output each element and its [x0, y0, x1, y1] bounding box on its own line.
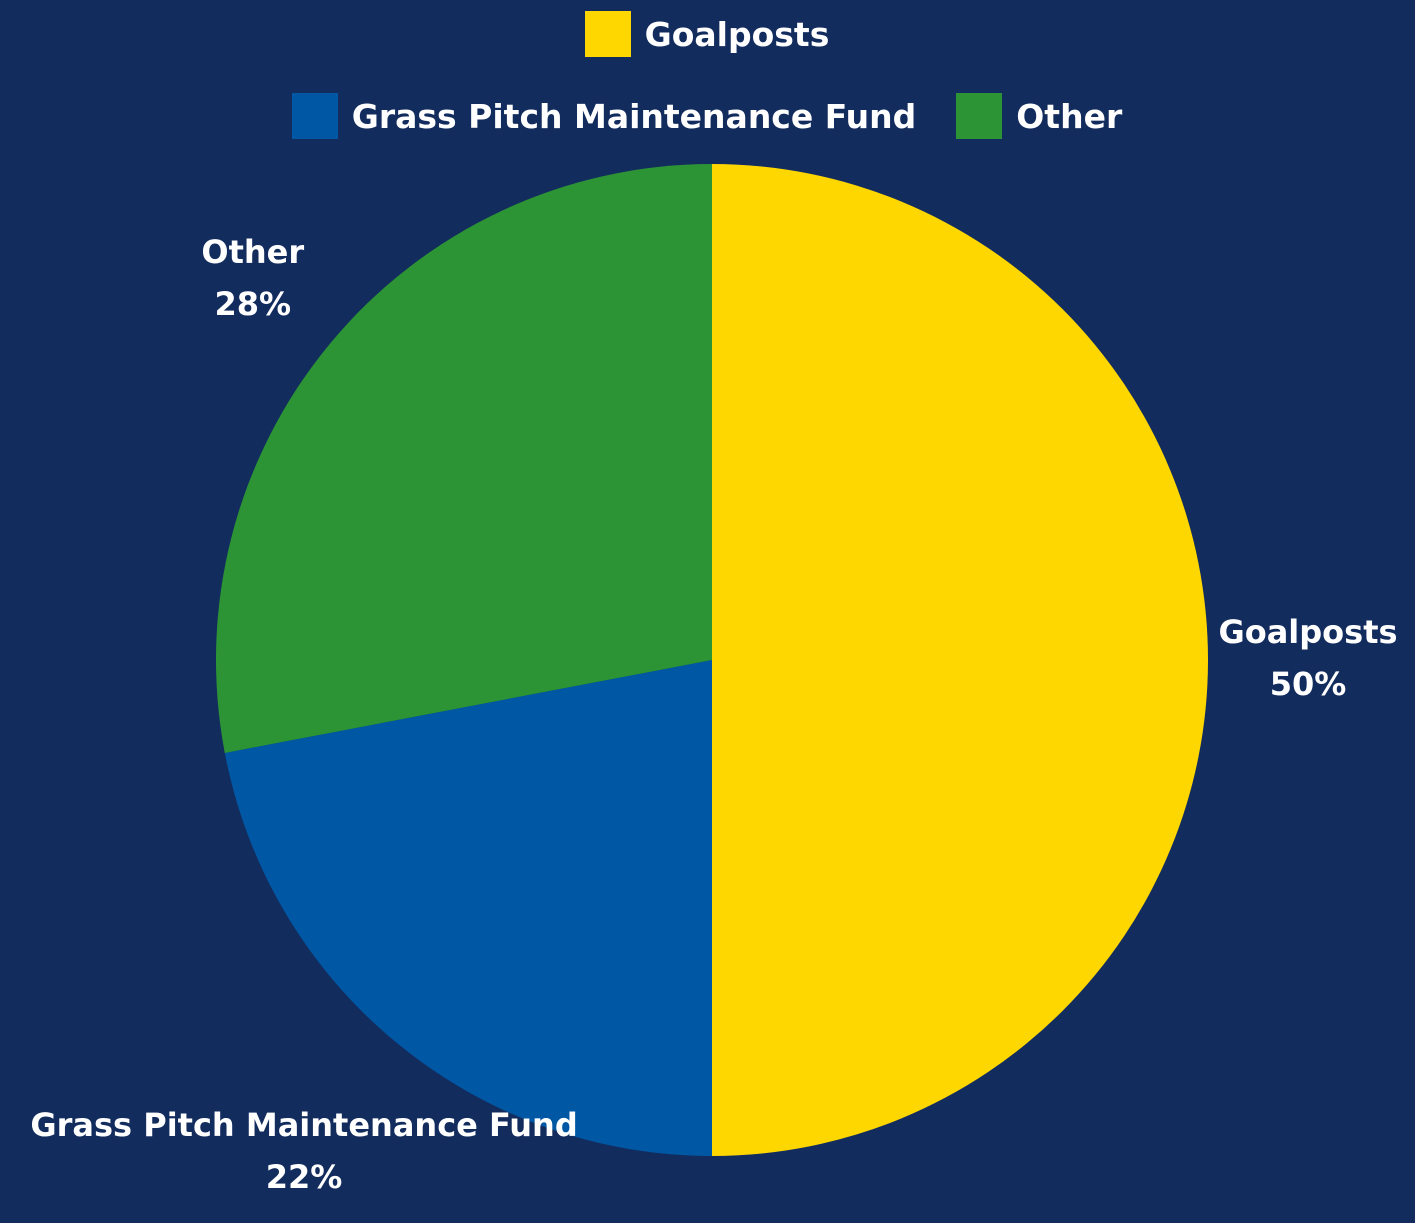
slice-value-label: 22%: [266, 1158, 343, 1196]
legend-swatch: [291, 93, 338, 139]
pie-slice: [215, 164, 712, 753]
slice-label: Other: [201, 233, 304, 271]
legend-label: Other: [1016, 96, 1123, 136]
legend: Goalposts Grass Pitch Maintenance Fund Oth…: [257, 10, 1157, 140]
pie-slice: [712, 164, 1208, 1156]
legend-swatch: [956, 93, 1003, 139]
legend-item: Other: [956, 92, 1122, 140]
legend-swatch: [584, 11, 631, 57]
legend-item: Goalposts: [584, 10, 830, 58]
legend-label: Goalposts: [644, 14, 830, 54]
legend-label: Grass Pitch Maintenance Fund: [351, 96, 917, 136]
slice-label: Grass Pitch Maintenance Fund: [30, 1106, 577, 1144]
pie-slice: [224, 660, 712, 1156]
slice-label: Goalposts: [1218, 613, 1397, 651]
legend-item: Grass Pitch Maintenance Fund: [291, 92, 917, 140]
slice-value-label: 28%: [214, 285, 291, 323]
slice-value-label: 50%: [1270, 665, 1347, 703]
